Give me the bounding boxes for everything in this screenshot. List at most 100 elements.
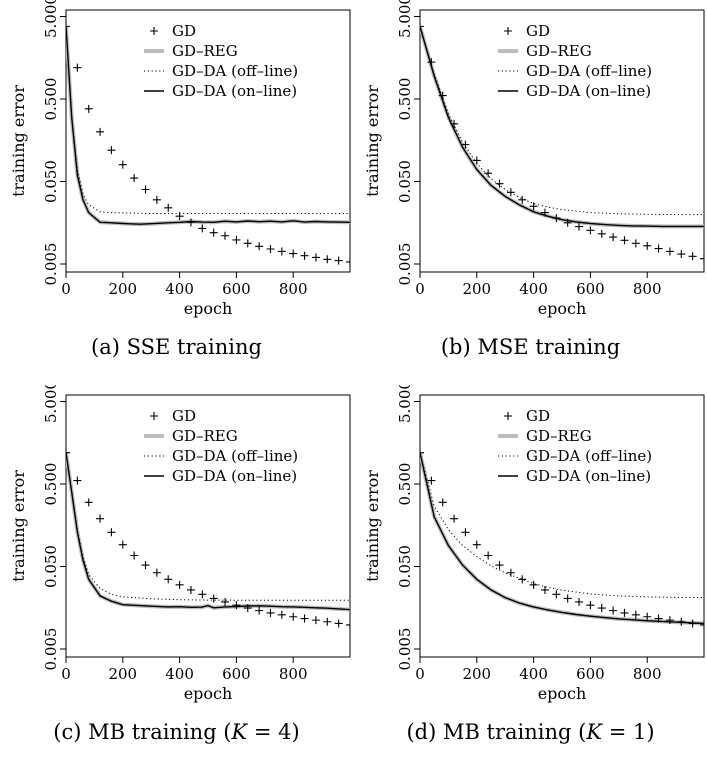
x-tick-label: 0 (61, 665, 71, 683)
gd-point (266, 245, 275, 254)
gd-point (609, 233, 618, 242)
gd-point (677, 250, 686, 259)
gd-da-online-line (66, 26, 350, 225)
legend-label: GD–REG (526, 427, 592, 445)
y-tick-label: 0.500 (396, 78, 414, 121)
x-tick-label: 0 (415, 665, 425, 683)
gd-point (643, 612, 652, 621)
gd-point (420, 22, 424, 31)
gd-point (495, 561, 504, 570)
gd-point (609, 606, 618, 615)
x-tick-label: 400 (165, 280, 194, 298)
panel-caption: (a) SSE training (91, 335, 262, 359)
gd-point (164, 203, 173, 212)
x-tick-label: 600 (222, 280, 251, 298)
y-tick-label: 5.000 (396, 385, 414, 423)
x-tick-label: 800 (279, 665, 308, 683)
gd-point (73, 476, 82, 485)
x-tick-label: 200 (108, 665, 137, 683)
plot-frame (419, 9, 705, 273)
gd-point (484, 551, 493, 560)
gd-point (175, 580, 184, 589)
gd-point (141, 561, 150, 570)
x-tick-label: 0 (61, 280, 71, 298)
gd-point (540, 585, 549, 594)
y-tick-label: 0.050 (42, 160, 60, 203)
gd-point (438, 498, 447, 507)
gd-point (506, 568, 515, 577)
gd-point (597, 229, 606, 238)
gd-point (597, 604, 606, 613)
gd-point (300, 614, 309, 623)
y-tick-label: 0.005 (396, 243, 414, 286)
gd-point (118, 540, 127, 549)
plot-frame (65, 394, 351, 658)
gd-point (495, 179, 504, 188)
gd-point (255, 606, 264, 615)
gd-point (152, 568, 161, 577)
legend-label: GD–DA (on–line) (172, 82, 297, 100)
gd-point (118, 160, 127, 169)
gd-point (164, 575, 173, 584)
legend-label: GD–DA (off–line) (526, 447, 652, 465)
legend-label: GD–REG (172, 42, 238, 60)
x-tick-label: 800 (633, 665, 662, 683)
x-tick-label: 200 (462, 665, 491, 683)
y-axis-label: training error (9, 85, 28, 197)
y-tick-label: 0.005 (42, 628, 60, 671)
y-tick-label: 5.000 (42, 0, 60, 38)
gd-point (631, 239, 640, 248)
gd-point (289, 612, 298, 621)
x-tick-label: 0 (415, 280, 425, 298)
x-axis-label: epoch (184, 299, 233, 318)
gd-point (209, 228, 218, 237)
gd-point (688, 252, 697, 261)
y-tick-label: 0.500 (42, 463, 60, 506)
legend-label: GD–DA (off–line) (526, 62, 652, 80)
x-axis-label: epoch (538, 684, 587, 703)
plot-frame (65, 9, 351, 273)
legend-symbol-gd (504, 27, 512, 35)
gd-point (198, 224, 207, 233)
x-tick-label: 600 (576, 280, 605, 298)
x-axis-label: epoch (538, 299, 587, 318)
x-tick-label: 600 (222, 665, 251, 683)
gd-point (277, 247, 286, 256)
legend-label: GD–DA (off–line) (172, 62, 298, 80)
gd-point (450, 119, 459, 128)
gd-point (586, 601, 595, 610)
y-tick-label: 0.050 (396, 160, 414, 203)
gd-point (420, 448, 424, 457)
gd-da-offline-line (420, 452, 704, 599)
gd-point (311, 616, 320, 625)
gd-point (243, 604, 252, 613)
gd-da-offline-line (420, 26, 704, 216)
x-tick-label: 200 (462, 280, 491, 298)
gd-point (665, 247, 674, 256)
x-tick-label: 400 (519, 280, 548, 298)
legend-label: GD–REG (172, 427, 238, 445)
gd-point (461, 528, 470, 537)
gd-point (518, 195, 527, 204)
legend-label: GD–DA (off–line) (172, 447, 298, 465)
gd-point (232, 601, 241, 610)
gd-point (563, 594, 572, 603)
gd-point (472, 540, 481, 549)
gd-point (323, 255, 332, 264)
panel-sse-training: 0 200 400 600 800 0.005 0.050 0.500 5.000 epoch tr… (0, 0, 353, 380)
x-tick-label: 800 (279, 280, 308, 298)
legend-symbol-gd (150, 27, 158, 35)
x-tick-label: 600 (576, 665, 605, 683)
gd-point (243, 239, 252, 248)
gd-point (540, 208, 549, 217)
gd-point (665, 616, 674, 625)
chart-svg: 0 200 400 600 800 0.005 0.050 0.500 5.000 epoch tr… (9, 0, 351, 318)
chart-svg: 0 200 400 600 800 0.005 0.050 0.500 5.000 epoch tr… (363, 385, 705, 703)
gd-point (141, 185, 150, 194)
gd-point (255, 242, 264, 251)
legend-label: GD–DA (on–line) (526, 467, 651, 485)
gd-point (654, 614, 663, 623)
legend-symbol-gd (504, 412, 512, 420)
panel-mb-training-k4: 0 200 400 600 800 0.005 0.050 0.500 5.000 epoch tr… (0, 385, 353, 765)
gd-point (427, 476, 436, 485)
